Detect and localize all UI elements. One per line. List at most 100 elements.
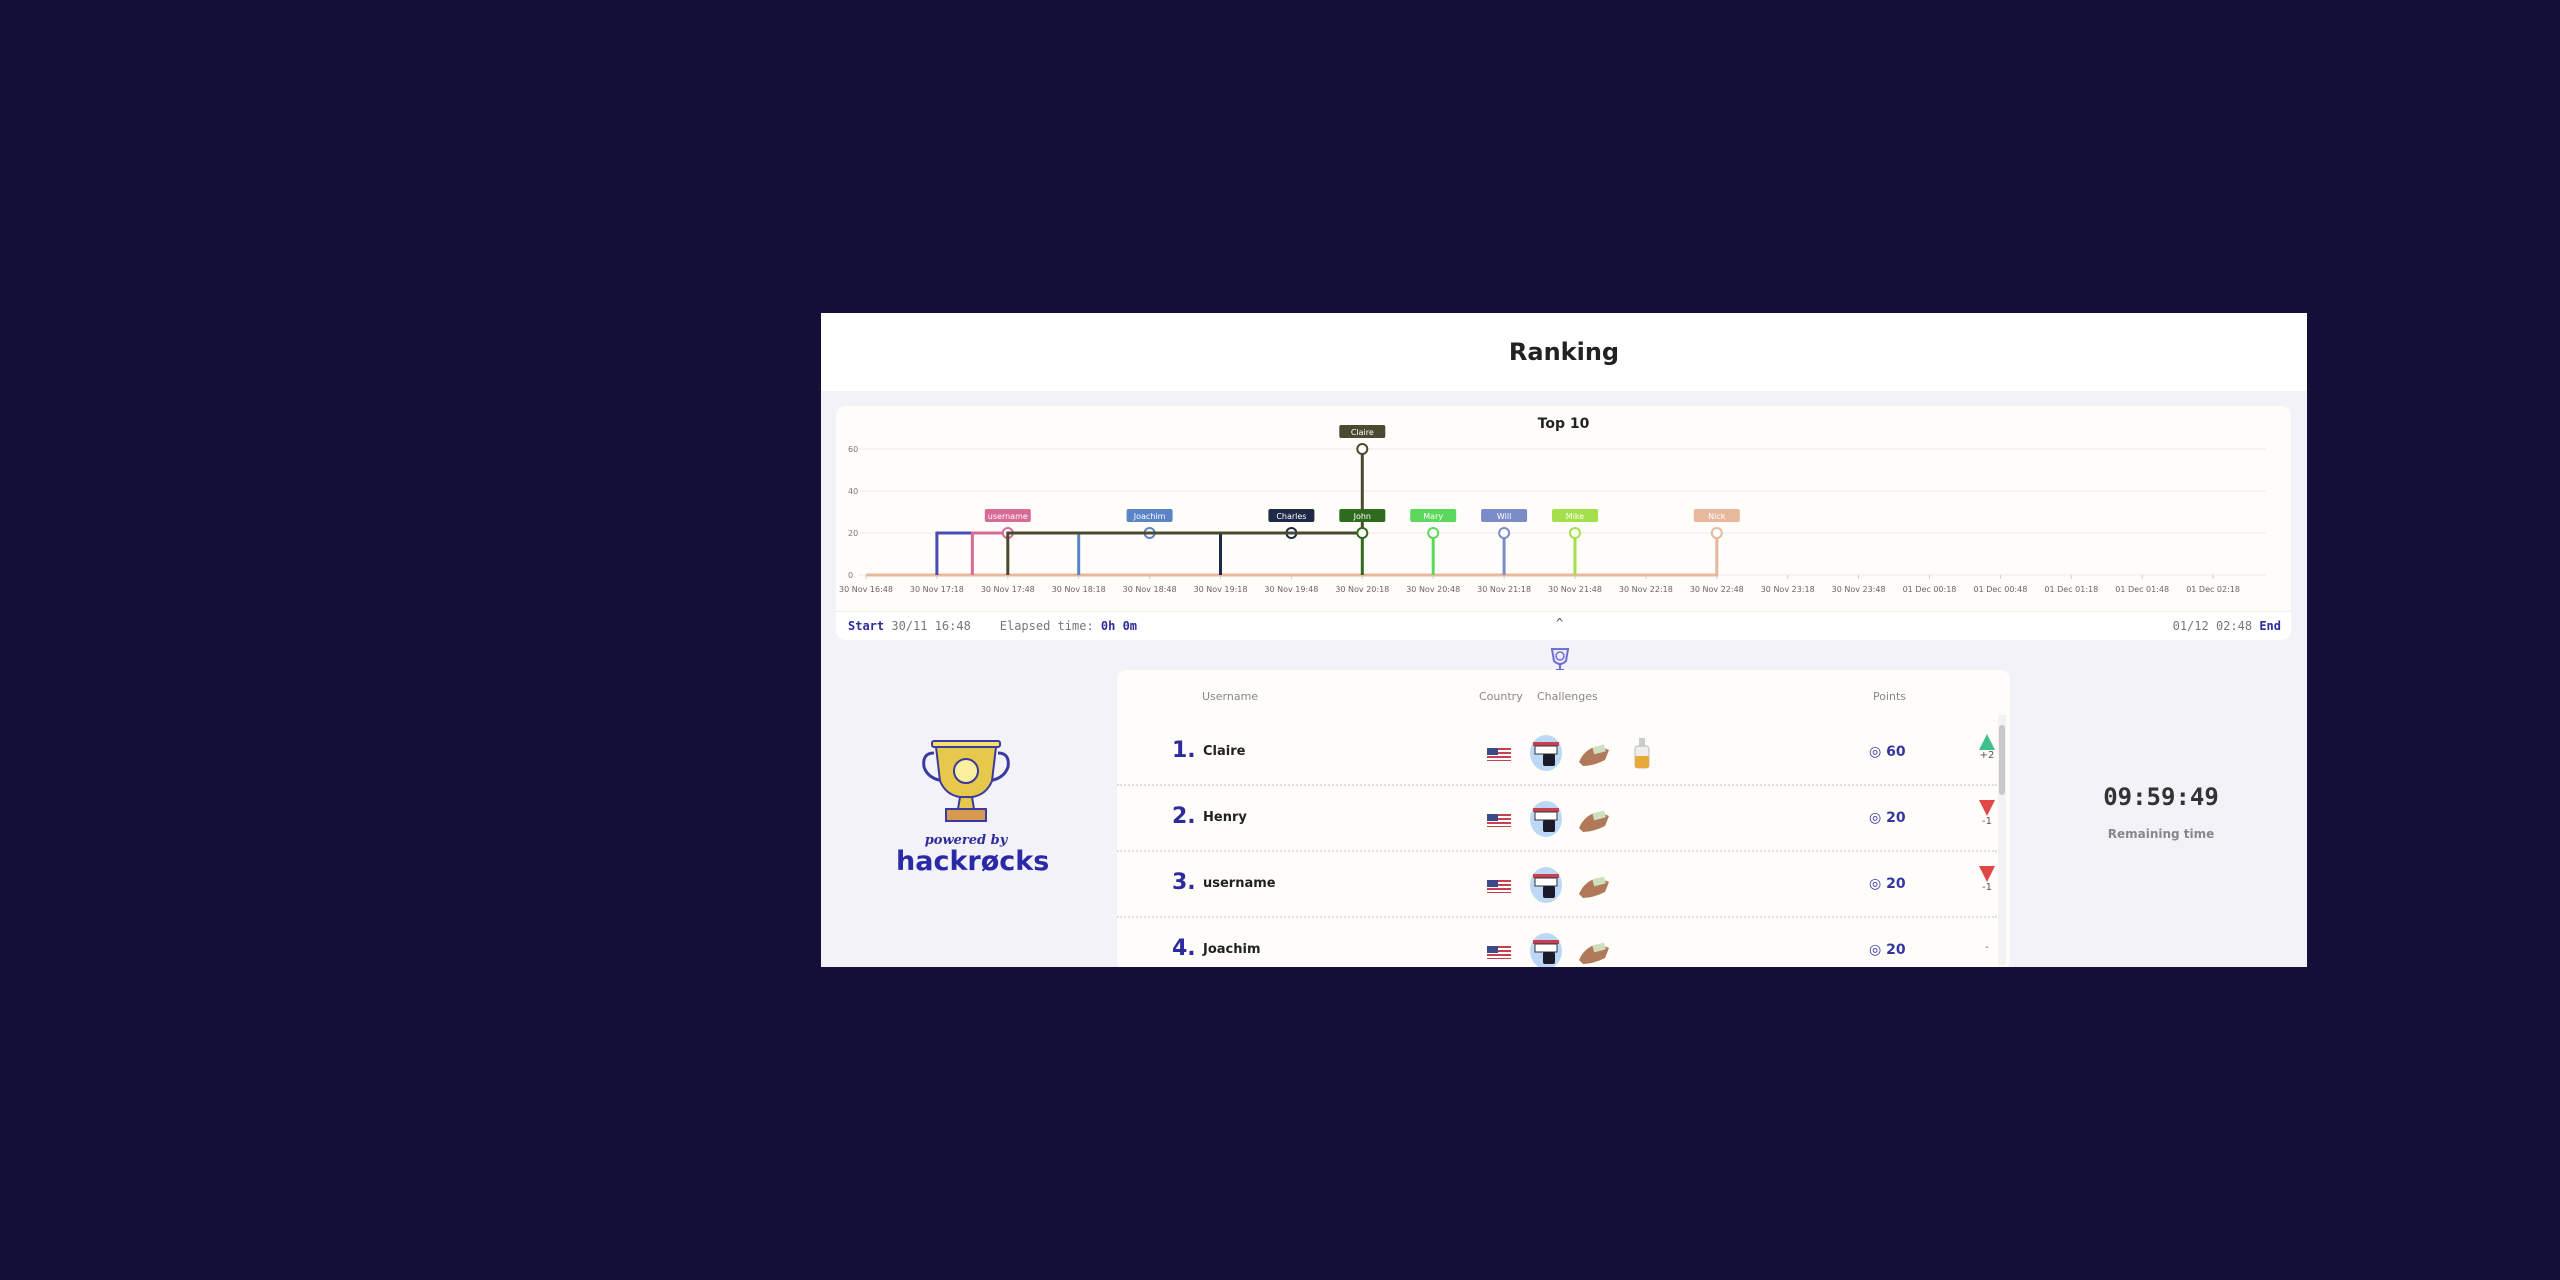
logo: powered by hackrøcks (896, 733, 1050, 877)
challenge-ship-icon (1527, 800, 1565, 838)
table-row[interactable]: 3. username ◎ 20 -1 (1117, 852, 1997, 918)
challenge-ship-icon (1527, 734, 1565, 772)
trend-down-icon (1979, 800, 1995, 816)
ranking-panel: Ranking 0 20 40 60 30 Nov 16:48 30 Nov 17:18 3… (821, 313, 2307, 967)
challenge-bottle-icon (1623, 734, 1661, 772)
series-marker (1427, 527, 1440, 539)
x-tick-label: 30 Nov 22:18 (1619, 585, 1673, 594)
series-label-bg (1339, 425, 1386, 438)
rank-change: +2 (1972, 734, 2002, 761)
series-marker (1356, 443, 1369, 455)
remaining-time-label: Remaining time (2107, 827, 2215, 841)
start-value: 30/11 16:48 (891, 619, 971, 633)
x-tick-label: 30 Nov 19:18 (1194, 585, 1248, 594)
col-challenges: Challenges (1537, 690, 1598, 703)
series-marker (1569, 527, 1581, 539)
series-label: Will (1497, 512, 1511, 521)
username: username (1203, 876, 1276, 891)
series-label: Nick (1708, 512, 1726, 521)
series-label-bg (984, 509, 1031, 522)
challenge-hands-icon (1575, 734, 1613, 772)
series-line (935, 531, 973, 575)
page-title: Ranking (1508, 338, 1620, 366)
y-tick-label: 20 (848, 529, 858, 538)
x-tick-label: 30 Nov 18:18 (1052, 585, 1106, 594)
x-tick-label: 30 Nov 21:18 (1477, 585, 1531, 594)
y-tick-label: 60 (848, 445, 858, 454)
x-tick-label: 30 Nov 16:48 (839, 585, 893, 594)
trophy-icon (922, 740, 1010, 822)
rank: 2. (1172, 804, 1196, 829)
series-label-bg (1410, 509, 1457, 522)
x-tick-label: 01 Dec 01:48 (2115, 585, 2169, 594)
trend-up-icon (1979, 734, 1995, 750)
flag-us-icon (1487, 946, 1511, 959)
rank: 1. (1172, 738, 1196, 763)
rank-change: -1 (1972, 800, 2002, 827)
rank-delta: -1 (1982, 882, 1992, 893)
series-label: Claire (1351, 428, 1374, 437)
elapsed-label: Elapsed time: (999, 619, 1094, 633)
end-value: 01/12 02:48 (2172, 619, 2253, 633)
remaining-time-value: 09:59:49 (2103, 783, 2219, 811)
header: Ranking (821, 313, 2307, 391)
username: Henry (1203, 810, 1247, 825)
flag-us-icon (1487, 814, 1511, 827)
x-tick-label: 30 Nov 17:48 (981, 585, 1035, 594)
start-label: Start (848, 619, 885, 633)
x-tick-label: 30 Nov 21:48 (1548, 585, 1602, 594)
small-trophy-icon (1550, 648, 1570, 673)
points: ◎ 20 (1869, 810, 1906, 826)
brand-name: hackrøcks (896, 846, 1050, 877)
series-label: John (1353, 512, 1371, 521)
x-tick-label: 30 Nov 23:48 (1832, 585, 1886, 594)
rank-delta: +2 (1979, 750, 1995, 761)
series-line (1077, 531, 1150, 575)
x-tick-label: 30 Nov 22:48 (1690, 585, 1744, 594)
username: Joachim (1203, 942, 1261, 957)
rank: 4. (1172, 936, 1196, 961)
countdown: 09:59:49 Remaining time (2061, 783, 2261, 841)
points: ◎ 20 (1869, 942, 1906, 958)
username: Claire (1203, 744, 1246, 759)
x-tick-label: 01 Dec 00:48 (1973, 585, 2027, 594)
series-marker (1356, 527, 1369, 539)
flag-us-icon (1487, 748, 1511, 761)
series-marker (1710, 527, 1723, 539)
top10-chart-card: 0 20 40 60 30 Nov 16:48 30 Nov 17:18 30 Nov 17… (836, 406, 2291, 640)
table-row[interactable]: 2. Henry ◎ 20 -1 (1117, 786, 1997, 852)
table-row[interactable]: 4. Joachim ◎ 20 - (1117, 918, 1997, 967)
col-username: Username (1202, 690, 1259, 703)
elapsed-value: 0h 0m (1100, 619, 1138, 633)
x-tick-label: 30 Nov 23:18 (1761, 585, 1815, 594)
challenge-hands-icon (1575, 866, 1613, 904)
challenge-ship-icon (1527, 932, 1565, 967)
points: ◎ 60 (1869, 744, 1906, 760)
series-label: Joachim (1133, 512, 1166, 521)
col-country: Country (1479, 690, 1523, 703)
series-label: Charles (1276, 512, 1306, 521)
series-label-bg (1693, 509, 1740, 522)
coin-icon: ◎ (1869, 876, 1887, 892)
ranking-table: Username Country Challenges Points 1. Cl… (1117, 670, 2010, 967)
x-tick-label: 01 Dec 01:18 (2044, 585, 2098, 594)
challenge-hands-icon (1575, 800, 1613, 838)
challenge-ship-icon (1527, 866, 1565, 904)
scrollbar[interactable] (1998, 715, 2006, 965)
series-label: username (988, 512, 1028, 521)
x-tick-label: 30 Nov 20:48 (1406, 585, 1460, 594)
series-label-bg (1339, 509, 1386, 522)
x-tick-label: 01 Dec 02:18 (2186, 585, 2240, 594)
x-tick-label: 30 Nov 19:48 (1264, 585, 1318, 594)
scrollbar-thumb[interactable] (1999, 725, 2005, 795)
coin-icon: ◎ (1869, 810, 1887, 826)
rank-change: - (1972, 932, 2002, 953)
chart-title: Top 10 (1537, 416, 1590, 432)
y-tick-label: 0 (848, 571, 853, 580)
collapse-chevron-icon[interactable]: ^ (1556, 616, 1564, 630)
x-tick-label: 01 Dec 00:18 (1903, 585, 1957, 594)
coin-icon: ◎ (1869, 744, 1887, 760)
col-points: Points (1873, 690, 1907, 703)
table-row[interactable]: 1. Claire ◎ 60 +2 (1117, 720, 1997, 786)
series-line (1219, 531, 1292, 575)
